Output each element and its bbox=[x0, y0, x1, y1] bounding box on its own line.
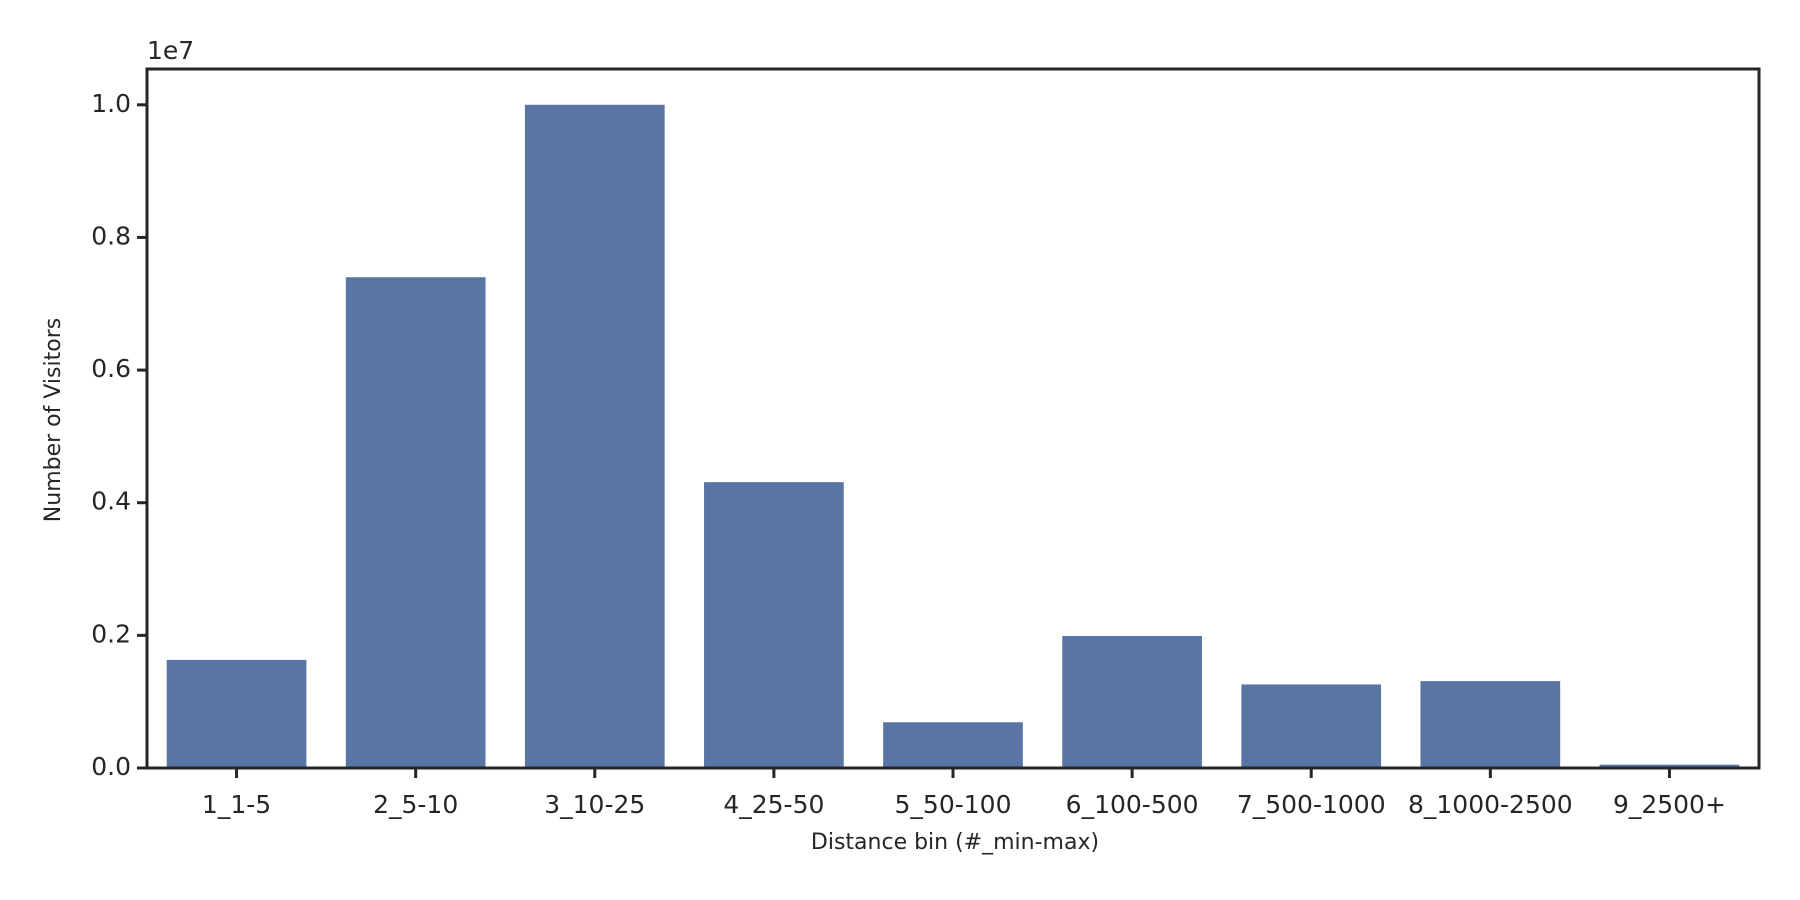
y-tick-label: 0.6 bbox=[91, 354, 131, 383]
bar bbox=[704, 482, 844, 768]
x-tick-label: 6_100-500 bbox=[1066, 790, 1199, 819]
bar bbox=[1241, 684, 1382, 768]
bar bbox=[883, 722, 1023, 768]
y-tick-label: 1.0 bbox=[91, 89, 131, 118]
bar bbox=[345, 277, 486, 768]
x-tick-label: 7_500-1000 bbox=[1237, 790, 1386, 819]
bar bbox=[166, 659, 307, 768]
bar bbox=[1420, 681, 1561, 768]
plot-frame bbox=[145, 67, 1761, 770]
y-tick-label: 0.0 bbox=[91, 752, 131, 781]
x-tick-label: 3_10-25 bbox=[544, 790, 645, 819]
x-axis-label: Distance bin (#_min-max) bbox=[811, 830, 1099, 855]
x-tick-label: 8_1000-2500 bbox=[1408, 790, 1573, 819]
y-offset-label: 1e7 bbox=[147, 36, 194, 65]
x-tick-label: 5_50-100 bbox=[895, 790, 1012, 819]
bar bbox=[524, 104, 665, 769]
y-tick-label: 0.8 bbox=[91, 221, 131, 250]
y-tick-label: 0.4 bbox=[91, 487, 131, 516]
y-tick-label: 0.2 bbox=[91, 619, 131, 648]
bar bbox=[1599, 764, 1740, 768]
y-axis-label: Number of Visitors bbox=[41, 318, 66, 522]
x-tick-label: 4_25-50 bbox=[723, 790, 824, 819]
bar bbox=[1062, 636, 1202, 768]
x-tick-label: 9_2500+ bbox=[1613, 790, 1726, 819]
x-tick-label: 2_5-10 bbox=[373, 790, 458, 819]
x-tick-label: 1_1-5 bbox=[202, 790, 271, 819]
